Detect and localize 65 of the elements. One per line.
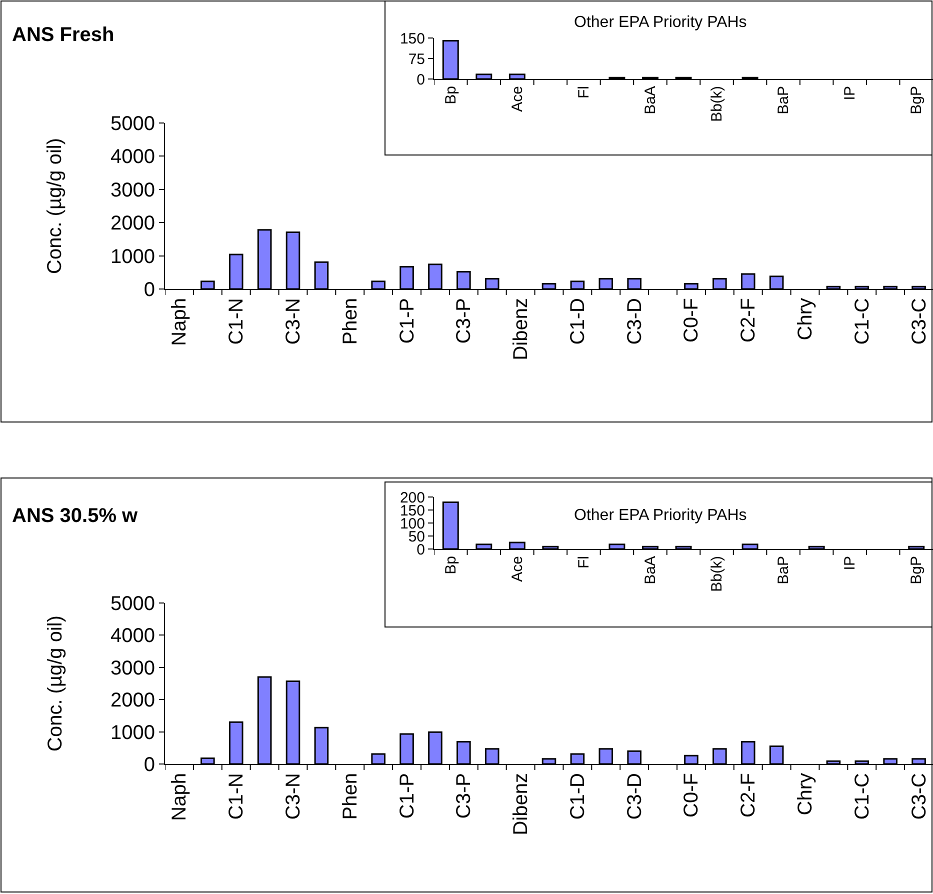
y-tick-label: 75 bbox=[408, 50, 425, 68]
x-tick-label: C3-D bbox=[624, 773, 646, 820]
y-tick-label: 0 bbox=[144, 279, 155, 301]
x-tick-label: BaP bbox=[775, 86, 792, 114]
x-tick-label: BaA bbox=[642, 556, 660, 584]
x-tick-label: BgP bbox=[908, 86, 926, 114]
text: Other EPA Priority PAHs bbox=[574, 507, 747, 524]
y-tick-label: 4000 bbox=[110, 625, 155, 648]
x-tick-label: C3-C bbox=[908, 298, 930, 345]
y-axis-title: Conc. (µg/g oil) bbox=[44, 138, 66, 274]
x-tick-label: C0-F bbox=[680, 298, 703, 342]
y-tick-label: 1000 bbox=[110, 246, 155, 268]
y-tick-label: 3000 bbox=[110, 657, 155, 680]
y-tick-label: 150 bbox=[400, 30, 425, 48]
y-tick-label: 0 bbox=[416, 71, 425, 88]
x-tick-label: C2-F bbox=[738, 298, 760, 342]
x-tick-label: Ace bbox=[509, 556, 526, 582]
x-tick-label: Naph bbox=[168, 773, 191, 821]
x-tick-label: Fl bbox=[576, 86, 593, 98]
x-tick-label: Dibenz bbox=[510, 773, 532, 836]
x-tick-label: Naph bbox=[168, 298, 191, 346]
x-tick-label: C1-N bbox=[226, 298, 248, 345]
x-tick-label: C3-D bbox=[624, 298, 646, 345]
y-tick-label: 0 bbox=[144, 754, 155, 776]
x-tick-label: Bp bbox=[442, 86, 460, 104]
y-tick-label: 2000 bbox=[110, 690, 155, 712]
x-tick-label: IP bbox=[842, 556, 859, 570]
x-tick-label: C3-N bbox=[282, 773, 304, 820]
x-tick-label: C0-F bbox=[680, 773, 703, 818]
x-tick-label: C1-D bbox=[566, 298, 589, 345]
y-tick-label: 1000 bbox=[110, 722, 155, 744]
chart-title: ANS Fresh bbox=[12, 24, 114, 46]
x-tick-label: C3-P bbox=[453, 773, 476, 819]
x-tick-label: BgP bbox=[908, 556, 926, 584]
x-tick-label: Chry bbox=[794, 773, 816, 816]
x-tick-label: BaP bbox=[775, 556, 792, 584]
y-tick-label: 5000 bbox=[110, 113, 155, 135]
x-tick-label: C1-C bbox=[851, 773, 874, 820]
x-tick-label: Fl bbox=[576, 556, 593, 568]
x-tick-label: C3-P bbox=[453, 298, 476, 344]
x-tick-label: Dibenz bbox=[510, 298, 532, 360]
x-tick-label: BaA bbox=[642, 86, 660, 114]
y-tick-label: 2000 bbox=[110, 212, 155, 235]
x-tick-label: Chry bbox=[794, 298, 816, 340]
x-tick-label: IP bbox=[842, 86, 859, 100]
chart-title: ANS 30.5% w bbox=[12, 505, 138, 527]
x-tick-label: C1-D bbox=[566, 773, 589, 820]
x-tick-label: Bp bbox=[442, 556, 460, 574]
x-tick-label: C1-P bbox=[396, 773, 418, 819]
x-tick-label: C1-C bbox=[851, 298, 874, 345]
x-tick-label: Bb(k) bbox=[708, 86, 726, 122]
x-tick-label: Bb(k) bbox=[708, 556, 726, 592]
x-tick-label: C3-C bbox=[908, 773, 930, 820]
y-tick-label: 3000 bbox=[110, 179, 155, 202]
x-tick-label: Ace bbox=[509, 86, 526, 112]
x-tick-label: Phen bbox=[339, 298, 362, 345]
chart-title: Other EPA Priority PAHs bbox=[574, 14, 747, 31]
y-tick-label: 5000 bbox=[110, 593, 155, 615]
x-tick-label: C2-F bbox=[738, 773, 760, 818]
x-tick-label: C1-N bbox=[226, 773, 248, 820]
x-tick-label: Phen bbox=[339, 773, 362, 820]
x-tick-label: C1-P bbox=[396, 298, 418, 344]
y-axis-title: Conc. (µg/g oil) bbox=[44, 615, 66, 752]
x-tick-label: C3-N bbox=[282, 298, 304, 345]
y-tick-label: 4000 bbox=[110, 146, 155, 168]
